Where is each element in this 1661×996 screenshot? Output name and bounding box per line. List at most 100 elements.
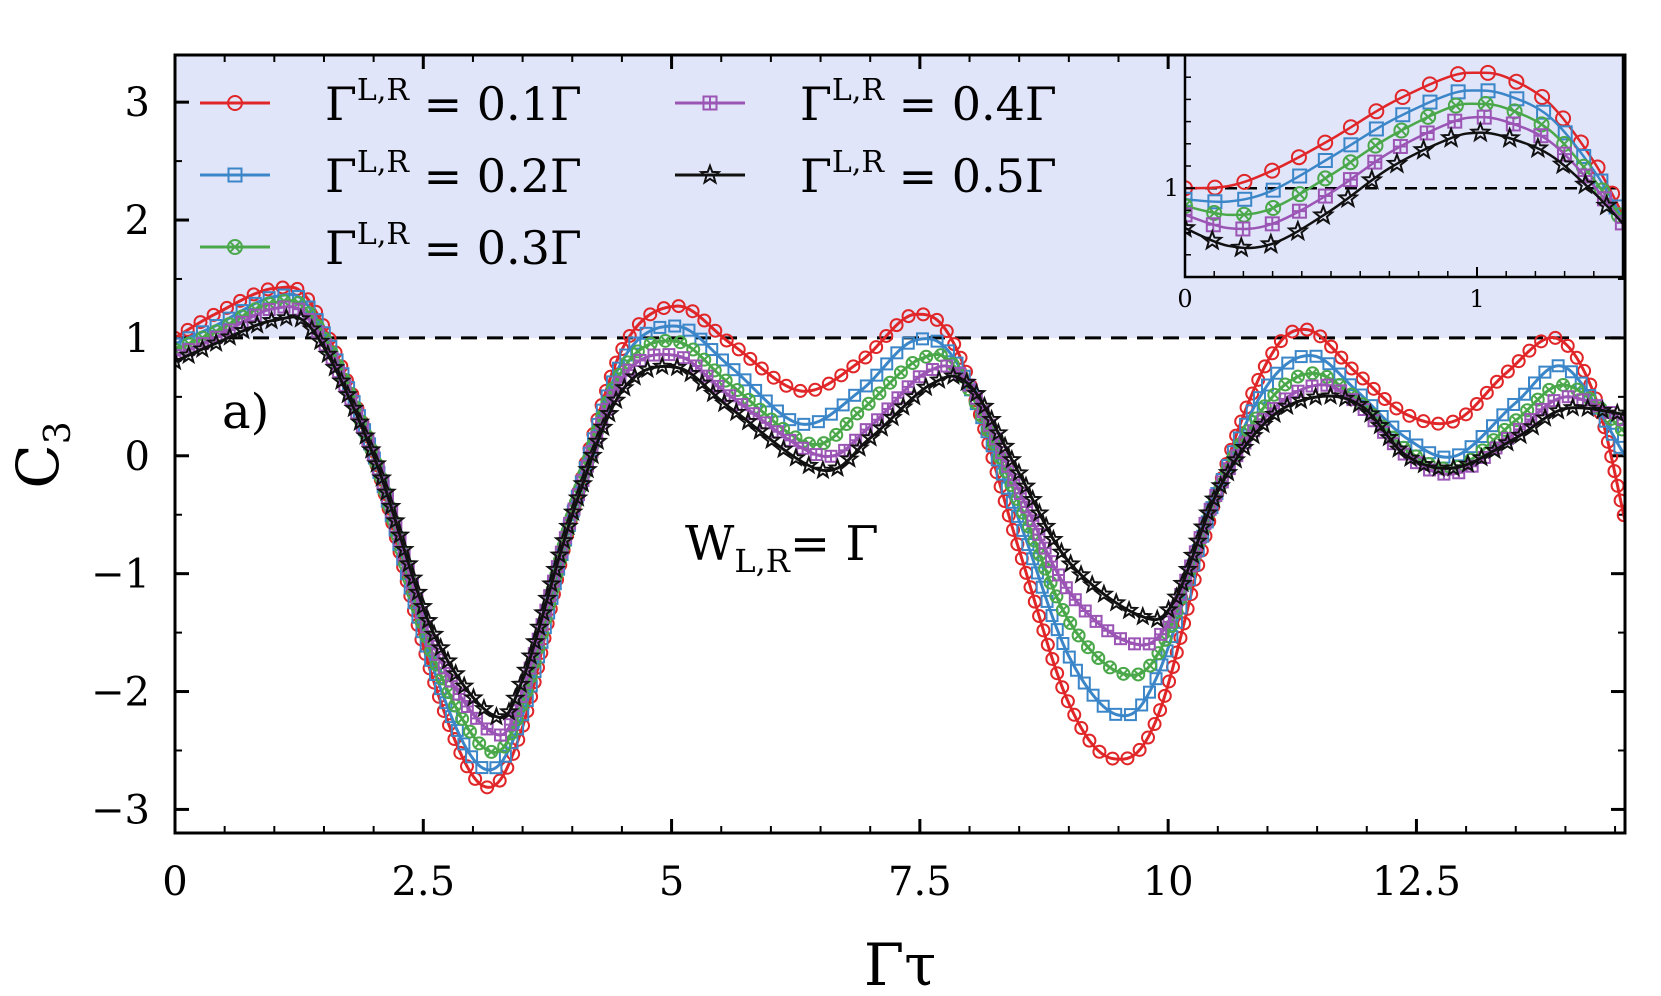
series-point bbox=[587, 430, 609, 451]
inset-series-point bbox=[1367, 154, 1383, 170]
x-tick-label: 2.5 bbox=[391, 859, 455, 905]
series-point bbox=[685, 304, 700, 319]
series-point bbox=[398, 552, 420, 573]
inset-series-point bbox=[1447, 113, 1463, 129]
legend-marker bbox=[227, 167, 243, 183]
x-tick-labels: 0 2.5 5 7.5 10 12.5 bbox=[162, 859, 1461, 905]
series-point bbox=[577, 458, 599, 479]
inset-series-point bbox=[1317, 134, 1334, 151]
series-point bbox=[492, 773, 507, 788]
series-point bbox=[366, 452, 388, 473]
inset-series-point bbox=[1439, 125, 1463, 148]
series-point bbox=[783, 413, 797, 427]
series-point bbox=[705, 343, 719, 357]
series-point bbox=[1120, 751, 1135, 766]
inset-series-point bbox=[1420, 108, 1437, 125]
series-point bbox=[1443, 457, 1464, 477]
inset-series-5 bbox=[1185, 120, 1623, 258]
series-point bbox=[905, 356, 920, 371]
inset-series-point bbox=[1392, 138, 1408, 154]
series-point bbox=[343, 397, 365, 418]
inset-series-point bbox=[1311, 203, 1335, 226]
series-point bbox=[376, 481, 397, 502]
series-point bbox=[1063, 616, 1078, 631]
series-point bbox=[716, 353, 730, 367]
series-point bbox=[861, 396, 876, 411]
series-point bbox=[261, 309, 282, 330]
inset-series-point bbox=[1468, 120, 1492, 143]
series-point bbox=[472, 736, 487, 751]
inset-series-point bbox=[1207, 194, 1223, 210]
series-point bbox=[1154, 627, 1168, 641]
series-point bbox=[754, 361, 769, 376]
series-point bbox=[1032, 608, 1047, 623]
series-point bbox=[1026, 552, 1040, 566]
series-point bbox=[1060, 694, 1075, 709]
series-point bbox=[1276, 395, 1298, 416]
series-point bbox=[290, 307, 312, 328]
series-point bbox=[175, 350, 186, 371]
legend-label: ΓL,R = 0.5Γ bbox=[800, 145, 1057, 203]
inset-series-point bbox=[1317, 152, 1333, 168]
series-point bbox=[462, 724, 477, 739]
series-point bbox=[1522, 343, 1537, 358]
series-point bbox=[1217, 461, 1239, 482]
inset-series-point bbox=[1264, 216, 1280, 232]
series-point bbox=[1109, 707, 1123, 721]
series-point bbox=[1290, 369, 1305, 384]
series-point bbox=[773, 438, 794, 459]
series-point bbox=[1102, 660, 1117, 675]
series-point bbox=[457, 737, 471, 751]
series-point bbox=[816, 436, 831, 451]
series-point bbox=[232, 319, 254, 340]
inset-series-point bbox=[1342, 154, 1359, 171]
inset-x-tick-label: 1 bbox=[1469, 285, 1484, 313]
series-point bbox=[761, 429, 782, 450]
y-axis-title: C3 bbox=[4, 421, 79, 488]
inset-series-point bbox=[1557, 125, 1573, 141]
series-point bbox=[1169, 645, 1184, 660]
series-point bbox=[1484, 439, 1505, 460]
series-point bbox=[834, 368, 849, 383]
series-point bbox=[1015, 475, 1037, 496]
series-point bbox=[811, 415, 825, 429]
series-point bbox=[731, 342, 746, 357]
series-point bbox=[1182, 544, 1204, 565]
legend-marker bbox=[227, 95, 243, 111]
series-point bbox=[1096, 699, 1110, 713]
series-point bbox=[489, 761, 503, 775]
series-point bbox=[1177, 616, 1192, 631]
series-point bbox=[277, 300, 291, 314]
series-point bbox=[532, 601, 554, 622]
series-point bbox=[1309, 349, 1323, 363]
series-point bbox=[1290, 389, 1312, 410]
series-point bbox=[901, 336, 915, 350]
series-point bbox=[1431, 416, 1446, 431]
series-point bbox=[1022, 488, 1044, 509]
series-point bbox=[468, 771, 483, 786]
legend-marker bbox=[698, 162, 722, 185]
legend-label: ΓL,R = 0.4Γ bbox=[800, 73, 1057, 131]
series-point bbox=[1534, 407, 1556, 427]
series-point bbox=[1093, 583, 1115, 604]
series-point bbox=[1534, 334, 1549, 349]
series-point bbox=[1153, 703, 1168, 718]
series-point bbox=[1069, 663, 1083, 677]
y-tick-label: 1 bbox=[125, 316, 150, 362]
series-point bbox=[713, 392, 735, 413]
series-point bbox=[643, 307, 658, 322]
series-point bbox=[1038, 541, 1052, 555]
series-point bbox=[549, 544, 571, 564]
series-point bbox=[450, 723, 464, 737]
series-point bbox=[537, 587, 558, 608]
inset-series-point bbox=[1395, 107, 1411, 123]
x-tick-label: 7.5 bbox=[888, 859, 952, 905]
series-point bbox=[470, 711, 484, 725]
inset-series-point bbox=[1205, 217, 1221, 233]
series-point bbox=[901, 309, 916, 324]
series-point bbox=[423, 623, 445, 644]
series-point bbox=[808, 382, 823, 397]
series-point bbox=[939, 324, 954, 339]
series-point bbox=[1177, 558, 1199, 579]
